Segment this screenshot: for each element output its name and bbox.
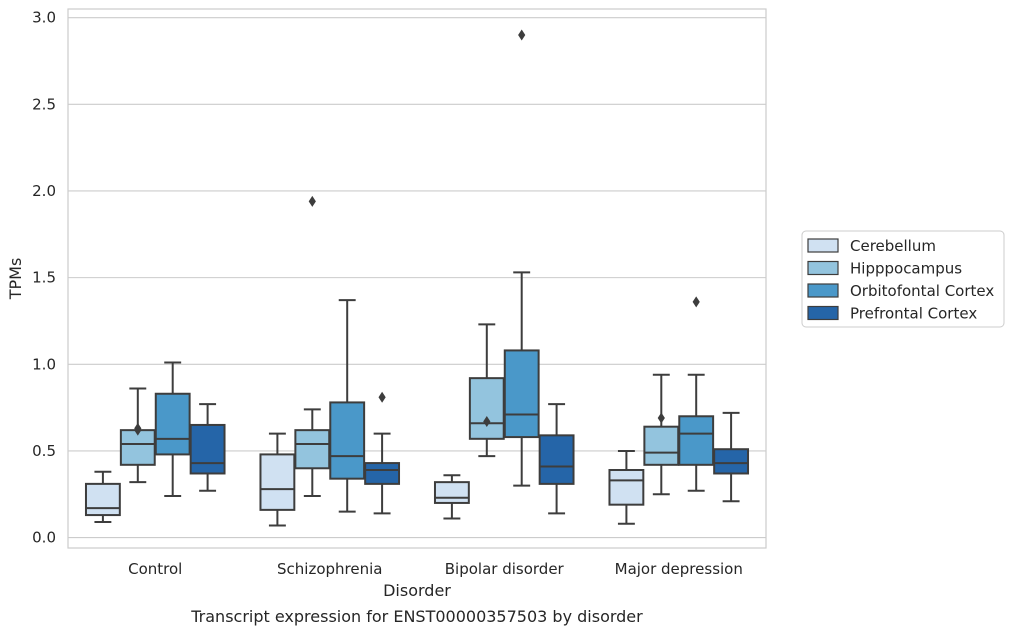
box-body	[84, 482, 121, 517]
y-tick-label: 0.5	[32, 442, 56, 460]
legend-swatch	[807, 238, 839, 253]
box-prefrontal-cortex	[189, 403, 226, 492]
outlier-point	[483, 415, 491, 427]
figure-caption: Transcript expression for ENST0000035750…	[190, 607, 643, 626]
x-tick-label: Bipolar disorder	[445, 560, 565, 578]
box-hipppocampus	[119, 387, 156, 484]
y-axis-label: TPMs	[6, 258, 25, 301]
box-hipppocampus	[643, 373, 680, 496]
box-prefrontal-cortex	[538, 403, 575, 515]
x-tick-label: Schizophrenia	[277, 560, 382, 578]
box-cerebellum	[84, 470, 121, 524]
x-axis-label: Disorder	[383, 581, 451, 600]
box-prefrontal-cortex	[364, 391, 401, 515]
outlier-point	[308, 195, 316, 207]
box-cerebellum	[433, 474, 470, 520]
legend-label: Hipppocampus	[850, 260, 962, 278]
box-orbitofontal-cortex	[154, 361, 191, 498]
x-tick-label: Control	[128, 560, 182, 578]
box-body	[119, 429, 156, 466]
outlier-point	[378, 391, 386, 403]
legend: Cerebellum Hipppocampus Orbitofontal Corte…	[801, 230, 1005, 328]
box-body	[538, 434, 575, 485]
box-hipppocampus	[468, 323, 505, 458]
box-orbitofontal-cortex	[678, 296, 715, 492]
box-prefrontal-cortex	[713, 411, 750, 503]
y-tick-label: 1.5	[32, 269, 56, 287]
y-tick-label: 1.0	[32, 355, 56, 373]
box-cerebellum	[259, 432, 296, 527]
box-body	[678, 415, 715, 466]
box-body	[329, 401, 366, 480]
x-axis-ticks: Control Schizophrenia Bipolar disorder Majo…	[128, 560, 743, 578]
legend-swatch	[807, 283, 839, 298]
box-body	[433, 481, 470, 504]
box-body	[713, 448, 750, 475]
box-cerebellum	[608, 449, 645, 525]
y-tick-label: 2.0	[32, 182, 56, 200]
outlier-point	[692, 296, 700, 308]
outlier-point	[657, 412, 665, 424]
outlier-point	[518, 29, 526, 41]
box-body	[259, 453, 296, 511]
box-body	[608, 469, 645, 506]
box-body	[364, 462, 401, 485]
y-tick-label: 3.0	[32, 9, 56, 27]
legend-label: Cerebellum	[850, 237, 936, 255]
box-orbitofontal-cortex	[329, 299, 366, 513]
box-orbitofontal-cortex	[503, 29, 540, 487]
legend-label: Prefrontal Cortex	[850, 305, 977, 323]
legend-swatch	[807, 305, 839, 321]
outlier-point	[134, 422, 142, 434]
box-body	[643, 425, 680, 466]
box-body	[503, 349, 540, 439]
y-axis-ticks: 0.0 0.5 1.0 1.5 2.0 2.5 3.0	[32, 9, 56, 547]
box-body	[154, 392, 191, 456]
y-tick-label: 2.5	[32, 95, 56, 113]
legend-label: Orbitofontal Cortex	[850, 282, 994, 300]
plot-frame	[67, 8, 767, 549]
box-body	[294, 429, 331, 470]
box-hipppocampus	[294, 195, 331, 498]
boxes	[84, 29, 750, 527]
y-tick-label: 0.0	[32, 529, 56, 547]
legend-frame	[801, 230, 1005, 328]
box-body	[468, 377, 505, 440]
x-tick-label: Major depression	[615, 560, 743, 578]
legend-swatch	[807, 260, 839, 276]
box-body	[189, 423, 226, 475]
